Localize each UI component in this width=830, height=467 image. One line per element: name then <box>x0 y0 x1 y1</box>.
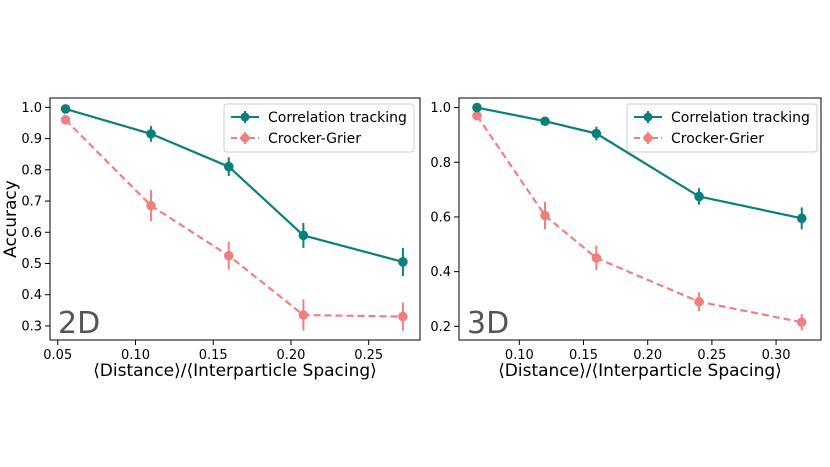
legend-marker-correlation-2d <box>240 112 250 122</box>
y-tick-label-2d: 0.3 <box>21 319 42 334</box>
legend-label-correlation-3d: Correlation tracking <box>671 110 810 126</box>
legend-entry-crocker-3d: Crocker-Grier <box>634 131 764 147</box>
data-point-correlation-3d <box>591 128 602 139</box>
data-point-crocker-2d <box>146 200 156 211</box>
y-axis-2d: 0.3 0.4 0.5 0.6 0.7 0.8 0.9 1.0 <box>21 101 50 334</box>
data-point-crocker-3d <box>694 296 704 307</box>
x-tick-label-3d: 0.25 <box>697 348 726 363</box>
panel-label-3d: 3D <box>467 306 509 341</box>
y-tick-label-2d: 1.0 <box>21 101 42 116</box>
y-tick-label-2d: 0.7 <box>21 195 42 210</box>
x-axis-2d: 0.05 0.10 0.15 0.20 0.25 <box>43 340 383 363</box>
y-tick-label-2d: 0.5 <box>21 257 42 272</box>
data-point-correlation-3d <box>796 213 807 224</box>
panel-label-2d: 2D <box>58 306 100 341</box>
y-tick-label-2d: 0.9 <box>21 132 42 147</box>
data-point-crocker-2d <box>60 115 71 125</box>
data-point-correlation-2d <box>146 129 156 139</box>
x-tick-label-3d: 0.30 <box>762 348 791 363</box>
y-tick-label-3d: 0.8 <box>430 156 451 171</box>
data-point-correlation-3d <box>694 191 704 202</box>
legend-box-3d <box>626 103 818 153</box>
y-tick-label-3d: 1.0 <box>430 101 451 116</box>
x-axis-3d: 0.10 0.15 0.20 0.25 0.30 <box>505 340 791 363</box>
x-axis-title-2d: ⟨Distance⟩/⟨Interparticle Spacing⟩ <box>93 361 377 381</box>
y-tick-label-2d: 0.4 <box>21 288 42 303</box>
legend-3d: Correlation tracking Crocker-Grier <box>626 103 818 153</box>
y-tick-label-2d: 0.6 <box>21 226 42 241</box>
y-tick-label-2d: 0.8 <box>21 163 42 178</box>
legend-entry-correlation-3d: Correlation tracking <box>634 110 810 126</box>
panel-3d: 0.10 0.15 0.20 0.25 0.30 0.2 0.4 0.6 0.8 1.0 ⟨Di… <box>430 97 822 381</box>
x-tick-label-3d: 0.20 <box>633 348 662 363</box>
y-tick-label-3d: 0.2 <box>430 320 451 335</box>
data-point-crocker-2d <box>398 311 408 322</box>
legend-entry-correlation-2d: Correlation tracking <box>231 110 407 126</box>
data-point-correlation-3d <box>472 102 482 113</box>
data-point-correlation-2d <box>223 161 234 172</box>
legend-marker-correlation-3d <box>643 112 653 122</box>
data-point-crocker-2d <box>298 310 309 320</box>
data-point-crocker-3d <box>796 317 807 328</box>
data-point-correlation-2d <box>298 230 309 241</box>
legend-box-2d <box>223 103 415 153</box>
data-point-correlation-2d <box>398 257 408 267</box>
y-tick-label-3d: 0.6 <box>430 210 451 225</box>
x-axis-title-3d: ⟨Distance⟩/⟨Interparticle Spacing⟩ <box>498 361 782 381</box>
panel-2d: 0.05 0.10 0.15 0.20 0.25 0.30.40.50.60.70.80… <box>1 97 421 381</box>
x-tick-label-3d: 0.15 <box>569 348 598 363</box>
x-tick-label-2d: 0.25 <box>354 348 383 363</box>
data-point-correlation-3d <box>540 116 550 127</box>
legend-label-crocker-2d: Crocker-Grier <box>268 131 361 147</box>
x-tick-label-2d: 0.20 <box>276 348 305 363</box>
x-tick-label-2d: 0.05 <box>43 348 72 363</box>
legend-marker-crocker-2d <box>240 133 250 143</box>
y-tick-label-3d: 0.4 <box>430 265 451 280</box>
data-point-crocker-3d <box>591 253 602 263</box>
data-marks-2d <box>60 104 408 331</box>
data-marks-3d <box>472 102 807 331</box>
data-point-crocker-3d <box>540 210 550 221</box>
legend-label-crocker-3d: Crocker-Grier <box>671 131 764 147</box>
legend-2d: Correlation tracking Crocker-Grier <box>223 103 415 153</box>
legend-label-correlation-2d: Correlation tracking <box>268 110 407 126</box>
x-tick-label-2d: 0.15 <box>199 348 228 363</box>
y-axis-title-2d: Accuracy <box>1 180 21 258</box>
legend-marker-crocker-3d <box>643 133 653 143</box>
data-point-correlation-2d <box>60 104 71 114</box>
y-axis-3d: 0.2 0.4 0.6 0.8 1.0 <box>430 101 459 335</box>
x-tick-label-3d: 0.10 <box>505 348 534 363</box>
data-point-crocker-3d <box>472 110 482 121</box>
x-tick-label-2d: 0.10 <box>121 348 150 363</box>
data-point-crocker-2d <box>223 250 234 261</box>
legend-entry-crocker-2d: Crocker-Grier <box>231 131 361 147</box>
